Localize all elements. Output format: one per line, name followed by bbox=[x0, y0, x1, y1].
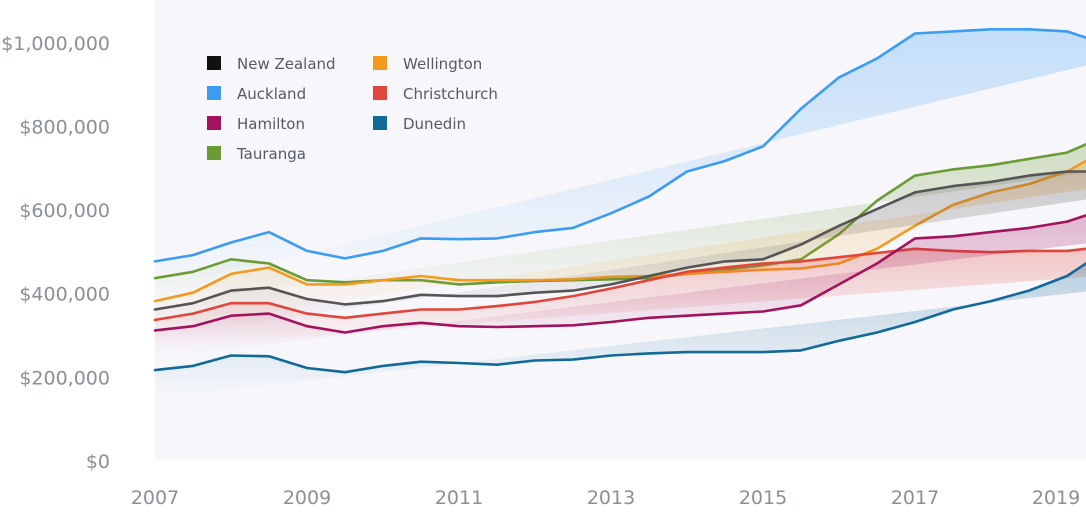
legend-swatch-auckland bbox=[207, 86, 221, 100]
y-tick-label: $800,000 bbox=[19, 117, 110, 139]
legend-swatch-hamilton bbox=[207, 116, 221, 130]
series-line-hamilton bbox=[153, 214, 1086, 334]
series-line-auckland bbox=[153, 28, 1086, 263]
y-tick-label: $200,000 bbox=[19, 367, 110, 389]
legend-label-auckland: Auckland bbox=[237, 85, 306, 103]
legend-label-christchurch: Christchurch bbox=[403, 85, 498, 103]
legend: New Zealand Wellington Auckland Christchurc… bbox=[207, 55, 498, 163]
x-tick-label: 2011 bbox=[435, 487, 483, 509]
x-tick-label: 2007 bbox=[131, 487, 179, 509]
y-axis: $0 $200,000 $400,000 $600,000 $800,000 $1,000… bbox=[1, 33, 110, 473]
x-tick-label: 2013 bbox=[587, 487, 635, 509]
series-layer bbox=[153, 28, 1086, 399]
legend-swatch-new-zealand bbox=[207, 56, 221, 70]
y-tick-label: $1,000,000 bbox=[1, 33, 110, 55]
x-tick-label: 2017 bbox=[891, 487, 939, 509]
x-axis: 2007 2009 2011 2013 2015 2017 2019 bbox=[131, 487, 1080, 509]
y-tick-label: $0 bbox=[86, 451, 110, 473]
series-band-hamilton bbox=[155, 215, 1086, 359]
legend-swatch-christchurch bbox=[373, 86, 387, 100]
y-tick-label: $400,000 bbox=[19, 284, 110, 306]
x-tick-label: 2019 bbox=[1032, 487, 1080, 509]
legend-label-tauranga: Tauranga bbox=[236, 145, 306, 163]
x-tick-label: 2015 bbox=[739, 487, 787, 509]
legend-label-hamilton: Hamilton bbox=[237, 115, 305, 133]
series-line-dunedin bbox=[153, 262, 1086, 374]
legend-label-dunedin: Dunedin bbox=[403, 115, 466, 133]
legend-swatch-wellington bbox=[373, 56, 387, 70]
series-band-wellington bbox=[155, 161, 1086, 330]
legend-swatch-tauranga bbox=[207, 146, 221, 160]
series-band-auckland bbox=[155, 29, 1086, 290]
x-tick-label: 2009 bbox=[283, 487, 331, 509]
legend-label-new-zealand: New Zealand bbox=[237, 55, 336, 73]
series-line-new-zealand bbox=[153, 170, 1086, 311]
legend-label-wellington: Wellington bbox=[403, 55, 482, 73]
legend-swatch-dunedin bbox=[373, 116, 387, 130]
y-tick-label: $600,000 bbox=[19, 200, 110, 222]
series-band-dunedin bbox=[155, 263, 1086, 399]
